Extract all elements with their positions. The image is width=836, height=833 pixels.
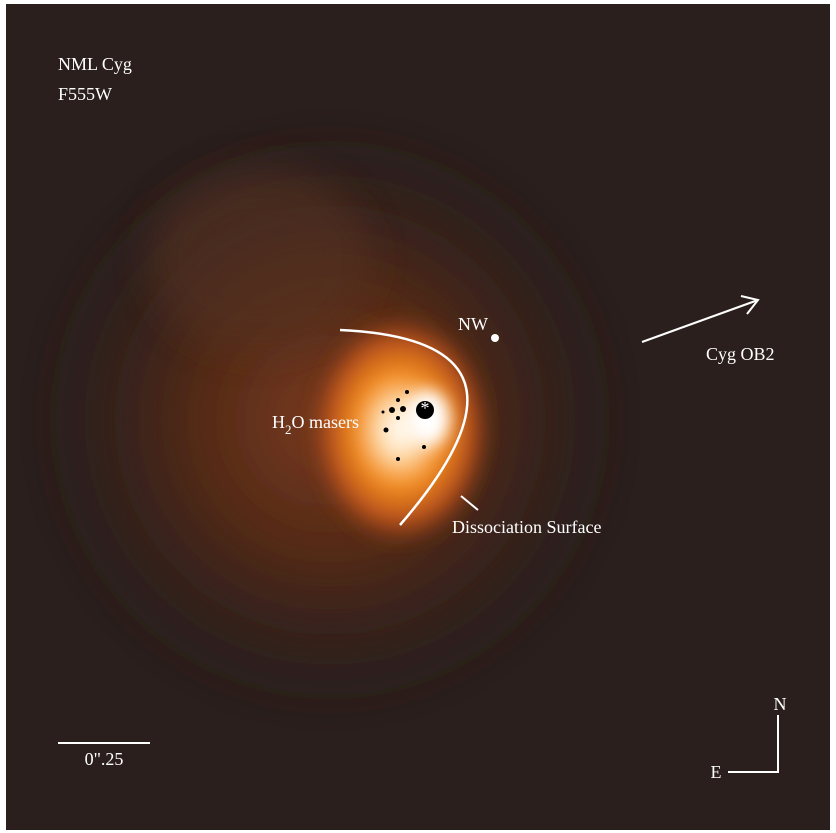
compass [728, 715, 779, 773]
dissociation-arc [339, 328, 469, 526]
masers-h: H [272, 412, 285, 432]
maser-spots [381, 390, 426, 461]
target-label: NML Cyg [58, 54, 132, 74]
arrow-line [641, 299, 759, 343]
masers-rest: O masers [292, 412, 359, 432]
dissociation-label: Dissociation Surface [452, 517, 601, 537]
nebula-lobe [150, 170, 370, 350]
scale-label: 0".25 [85, 749, 124, 769]
leader-line [460, 495, 479, 511]
filter-label: F555W [58, 84, 112, 104]
masers-sub: 2 [285, 422, 292, 437]
star [416, 401, 434, 419]
north-label: N [774, 694, 787, 714]
nw-dot [491, 334, 499, 342]
cyg-ob2-label: Cyg OB2 [706, 344, 775, 364]
arrow-head [740, 295, 760, 315]
east-label: E [711, 762, 722, 782]
masers-label: H2O masers [272, 412, 359, 437]
nw-label: NW [458, 314, 488, 334]
star-mark: * [421, 398, 430, 418]
nebula-core [305, 310, 495, 550]
